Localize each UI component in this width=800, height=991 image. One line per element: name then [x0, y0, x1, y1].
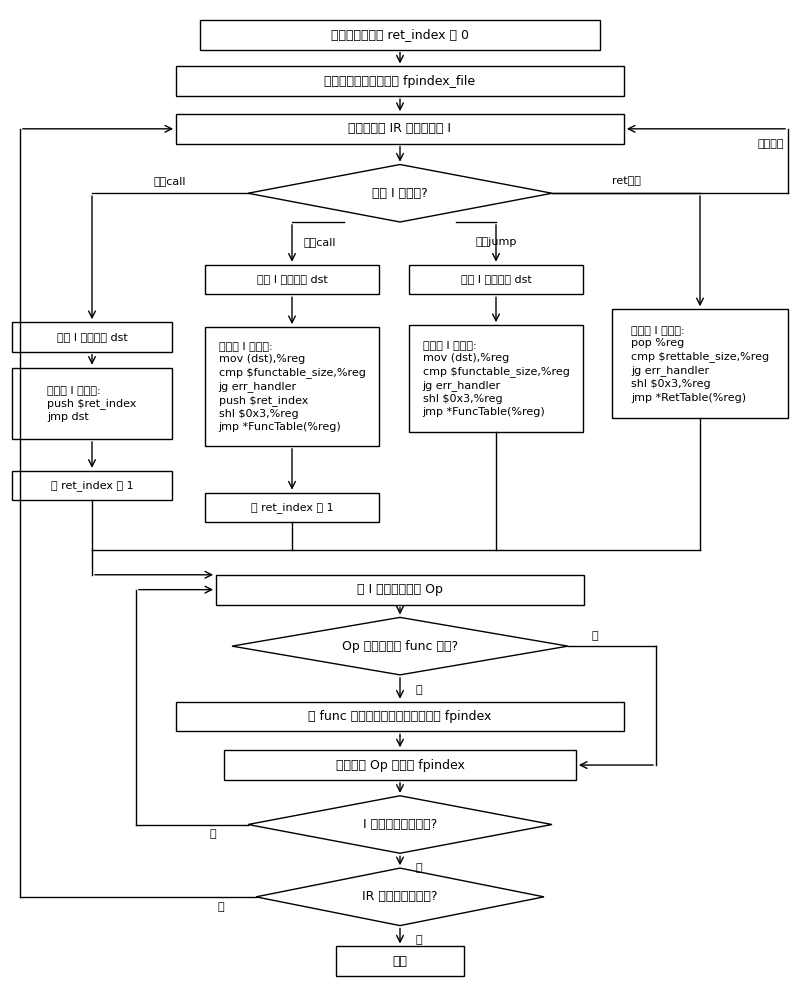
Text: 否: 否 — [218, 902, 224, 912]
Text: 将指令 I 替换为:
pop %reg
cmp $rettable_size,%reg
jg err_handler
shl $0x3,%reg
jmp *Re: 将指令 I 替换为: pop %reg cmp $rettable_size,%… — [631, 325, 769, 402]
Bar — [176, 66, 624, 96]
Polygon shape — [248, 165, 552, 222]
Text: ret指令: ret指令 — [611, 176, 641, 186]
Text: 取得 I 目标地址 dst: 取得 I 目标地址 dst — [57, 332, 127, 342]
Text: Op 与任一函数 func 关联?: Op 与任一函数 func 关联? — [342, 639, 458, 653]
Text: 间接call: 间接call — [304, 237, 336, 247]
Text: 是: 是 — [416, 685, 422, 695]
Text: 其它指令: 其它指令 — [758, 139, 784, 149]
Bar — [205, 327, 379, 446]
Text: 创建函数指针索引文件 fpindex_file: 创建函数指针索引文件 fpindex_file — [325, 74, 475, 88]
Polygon shape — [256, 868, 544, 926]
Bar — [176, 114, 624, 144]
Text: 指令 I 的类型?: 指令 I 的类型? — [372, 186, 428, 200]
Bar — [205, 493, 379, 522]
Text: 取得 I 目标地址 dst: 取得 I 目标地址 dst — [257, 275, 327, 284]
Bar — [12, 471, 172, 500]
Text: 是: 是 — [416, 863, 422, 873]
Text: 初始化返回索引 ret_index 为 0: 初始化返回索引 ret_index 为 0 — [331, 28, 469, 42]
Text: 否: 否 — [210, 829, 216, 839]
Text: 取 I 的一个操作数 Op: 取 I 的一个操作数 Op — [357, 583, 443, 597]
Text: 将指令 I 替换为:
push $ret_index
jmp dst: 将指令 I 替换为: push $ret_index jmp dst — [47, 385, 137, 422]
Text: 编译器取得 IR 中一条指令 I: 编译器取得 IR 中一条指令 I — [349, 122, 451, 136]
Bar — [12, 322, 172, 352]
Text: 将 ret_index 加 1: 将 ret_index 加 1 — [250, 501, 334, 513]
Bar — [200, 20, 600, 50]
Text: 将 ret_index 加 1: 将 ret_index 加 1 — [50, 480, 134, 492]
Polygon shape — [232, 617, 568, 675]
Text: 为 func 分配一个唯一函数指针索引 fpindex: 为 func 分配一个唯一函数指针索引 fpindex — [308, 710, 492, 723]
Bar — [409, 325, 583, 432]
Bar — [216, 575, 584, 605]
Bar — [409, 265, 583, 294]
Text: 将操作数 Op 替换为 fpindex: 将操作数 Op 替换为 fpindex — [335, 758, 465, 772]
Text: IR 中指令处理完吗?: IR 中指令处理完吗? — [362, 890, 438, 904]
Bar — [176, 702, 624, 731]
Text: 直接call: 直接call — [154, 176, 186, 186]
Text: 是: 是 — [416, 936, 422, 945]
Polygon shape — [248, 796, 552, 853]
Text: 取得 I 目标地址 dst: 取得 I 目标地址 dst — [461, 275, 531, 284]
Text: 间接jump: 间接jump — [475, 237, 517, 247]
Bar — [205, 265, 379, 294]
Bar — [12, 368, 172, 439]
Text: I 中操作数处理完吗?: I 中操作数处理完吗? — [363, 818, 437, 831]
Bar — [224, 750, 576, 780]
Text: 将指令 I 替换为:
mov (dst),%reg
cmp $functable_size,%reg
jg err_handler
push $ret_inde: 将指令 I 替换为: mov (dst),%reg cmp $functable… — [218, 341, 366, 432]
Bar — [612, 309, 788, 418]
Text: 将指令 I 替换为:
mov (dst),%reg
cmp $functable_size,%reg
jg err_handler
shl $0x3,%reg
: 将指令 I 替换为: mov (dst),%reg cmp $functable… — [422, 340, 570, 417]
Bar — [336, 946, 464, 976]
Text: 结束: 结束 — [393, 954, 407, 968]
Text: 否: 否 — [592, 631, 598, 641]
